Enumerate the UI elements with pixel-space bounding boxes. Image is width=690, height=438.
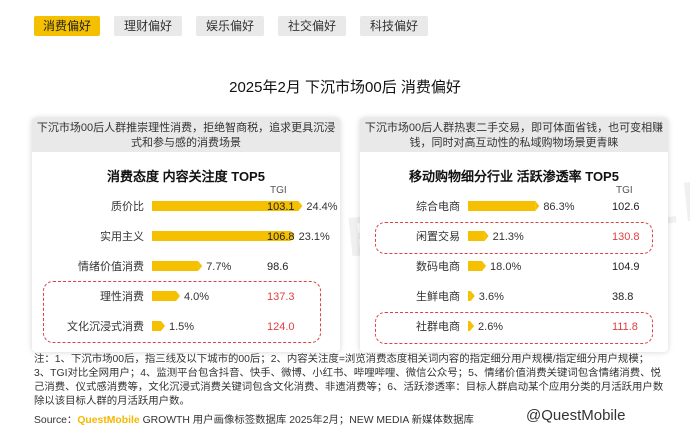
source-line: Source：QuestMobile GROWTH 用户画像标签数据库 2025… [34, 411, 474, 426]
value-label: 18.0% [490, 261, 521, 273]
data-bar [152, 291, 176, 301]
bar-tip [290, 231, 295, 241]
data-bar [468, 261, 483, 271]
highlight-box [375, 312, 653, 344]
category-label: 生鲜电商 [416, 289, 460, 303]
value-label: 21.3% [493, 231, 524, 243]
value-label: 3.6% [479, 291, 504, 303]
category-label: 质价比 [111, 200, 144, 213]
bar-tip [298, 201, 303, 211]
tgi-value: 38.8 [612, 291, 633, 303]
tgi-value: 98.6 [267, 261, 288, 273]
value-label: 24.4% [306, 201, 337, 213]
bar-tip [176, 291, 180, 301]
tgi-value: 137.3 [267, 291, 295, 303]
tab-tech[interactable]: 科技偏好 [360, 16, 428, 36]
shopping-penetration-panel: 下沉市场00后人群热衷二手交易，即可体面省钱，也可变相赚钱，同时对高互动性的私域… [360, 118, 668, 352]
value-label: 7.7% [206, 261, 231, 273]
source-prefix: Source： [34, 415, 78, 426]
value-label: 1.5% [169, 321, 194, 333]
tgi-header: TGI [270, 185, 287, 196]
category-label: 情绪价值消费 [78, 259, 144, 273]
value-label: 23.1% [299, 231, 330, 243]
penetration-bar-chart: 综合电商 86.3% 102.6 闲置交易 21.3% 130.8 数码电商 18.0% 104… [416, 199, 640, 333]
bar-tip [161, 321, 165, 331]
source-brand: QuestMobile [77, 415, 140, 426]
data-bar [468, 231, 485, 241]
tab-entertainment[interactable]: 娱乐偏好 [196, 16, 264, 36]
source-text: GROWTH 用户画像标签数据库 2025年2月；NEW MEDIA 新媒体数据… [139, 415, 474, 426]
category-label: 综合电商 [416, 199, 460, 213]
tgi-value: 130.8 [612, 231, 640, 243]
category-label: 实用主义 [100, 229, 144, 243]
data-bar [468, 201, 536, 211]
tgi-header: TGI [616, 185, 633, 196]
attitude-bar-chart: 质价比 24.4% 103.1 实用主义 23.1% 106.8 情绪价值消费 7.7% 98.… [67, 200, 338, 333]
tgi-value: 111.8 [612, 321, 638, 333]
value-label: 4.0% [184, 291, 209, 303]
chart-title: 移动购物细分行业 活跃渗透率 TOP5 [409, 169, 619, 184]
tgi-value: 106.8 [267, 231, 295, 243]
data-bar [468, 291, 471, 301]
tab-finance[interactable]: 理财偏好 [114, 16, 182, 36]
bar-tip [535, 201, 540, 211]
data-bar [152, 321, 161, 331]
tgi-value: 103.1 [267, 201, 295, 213]
tgi-value: 124.0 [267, 321, 295, 333]
consumption-attitude-panel: 下沉市场00后人群推崇理性消费，拒绝智商税，追求更具沉浸式和参与感的消费场景 消… [32, 118, 340, 352]
data-bar [468, 321, 471, 331]
panel-description: 下沉市场00后人群热衷二手交易，即可体面省钱，也可变相赚钱，同时对高互动性的私域… [360, 118, 668, 152]
category-label: 文化沉浸式消费 [67, 319, 144, 333]
tgi-value: 104.9 [612, 261, 640, 273]
category-label: 理性消费 [100, 289, 144, 303]
category-label: 闲置交易 [416, 229, 460, 243]
data-bar [152, 201, 299, 211]
highlight-box [43, 281, 321, 343]
data-bar [152, 231, 291, 241]
bar-tip [470, 321, 475, 331]
value-label: 86.3% [543, 201, 574, 213]
highlight-box [375, 222, 653, 254]
category-label: 数码电商 [416, 259, 460, 273]
footer-brand: @QuestMobile [526, 407, 626, 424]
panel-description: 下沉市场00后人群推崇理性消费，拒绝智商税，追求更具沉浸式和参与感的消费场景 [32, 118, 340, 152]
tgi-value: 102.6 [612, 201, 640, 213]
bar-tip [484, 231, 489, 241]
bar-tip [470, 291, 475, 301]
value-label: 2.6% [478, 321, 503, 333]
tab-social[interactable]: 社交偏好 [278, 16, 346, 36]
chart-title: 消费态度 内容关注度 TOP5 [107, 169, 265, 184]
bar-tip [482, 261, 487, 271]
page-title: 2025年2月 下沉市场00后 消费偏好 [229, 79, 461, 96]
category-label: 社群电商 [416, 319, 460, 333]
bar-tip [198, 261, 203, 271]
tab-consumption[interactable]: 消费偏好 [34, 16, 100, 36]
data-bar [152, 261, 199, 271]
footnote: 注：1、下沉市场00后，指三线及以下城市的00后；2、内容关注度=浏览消费态度相… [34, 354, 664, 407]
